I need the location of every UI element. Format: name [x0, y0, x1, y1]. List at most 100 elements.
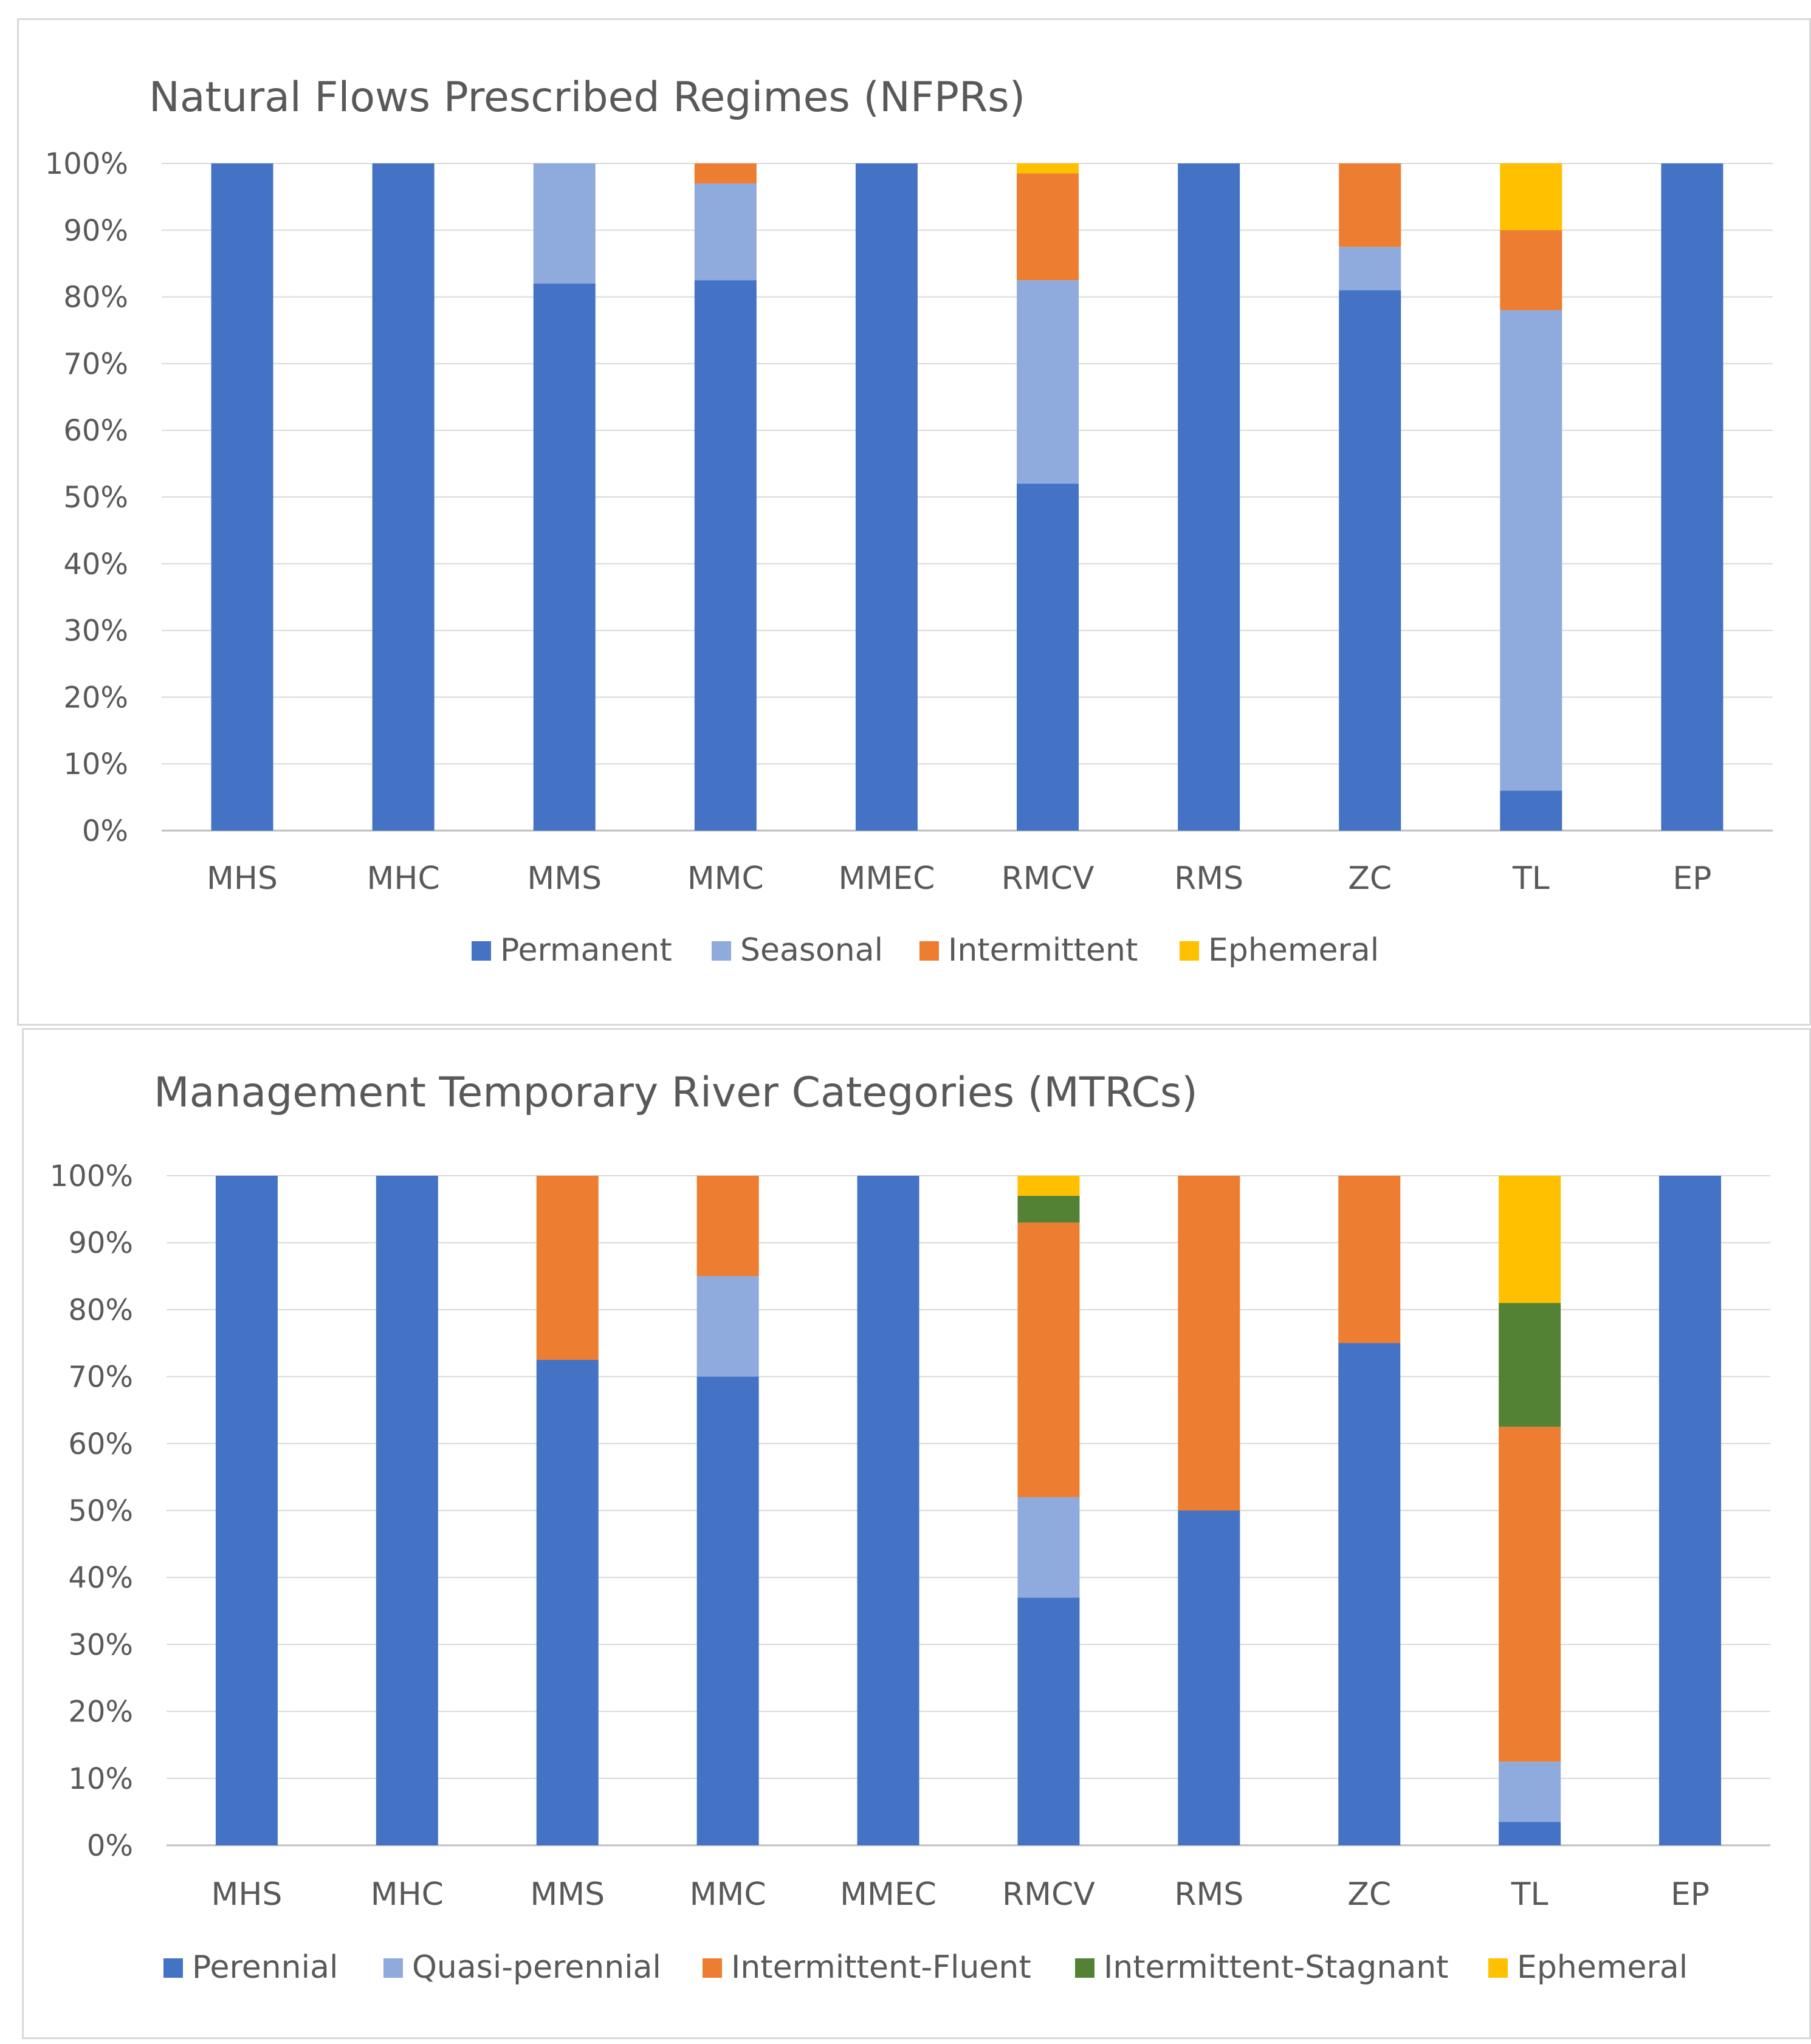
- y-tick-label: 40%: [63, 547, 128, 581]
- legend-label: Intermittent-Fluent: [731, 1949, 1031, 1986]
- legend-swatch: [1488, 1958, 1508, 1978]
- x-category-label: MMEC: [838, 860, 935, 897]
- nfpr-chart: Natural Flows Prescribed Regimes (NFPRs)…: [45, 74, 1773, 969]
- nfpr-chart-panel: Natural Flows Prescribed Regimes (NFPRs)…: [17, 18, 1811, 1026]
- bar-segment: [376, 1176, 438, 1845]
- mtrc-chart: Management Temporary River Categories (M…: [50, 1069, 1770, 1986]
- chart-title: Natural Flows Prescribed Regimes (NFPRs): [149, 74, 1025, 122]
- bar-segment: [694, 163, 757, 183]
- bar-segment: [1017, 1497, 1080, 1598]
- bar-segment: [1499, 1761, 1561, 1822]
- bar-segment: [1017, 1196, 1080, 1223]
- bar-segment: [1017, 280, 1079, 484]
- x-category-label: MHS: [211, 1876, 282, 1913]
- bar-segment: [211, 163, 273, 831]
- bar-segment: [855, 163, 918, 831]
- legend-label: Intermittent-Stagnant: [1104, 1949, 1449, 1986]
- x-category-label: ZC: [1347, 1876, 1391, 1913]
- bar-segment: [1499, 1822, 1561, 1845]
- x-category-label: RMCV: [1002, 1876, 1095, 1913]
- bar-segment: [1500, 163, 1562, 230]
- bar-segment: [696, 1176, 759, 1277]
- bar-segment: [1659, 1176, 1722, 1845]
- bar-segment: [1017, 163, 1079, 174]
- y-tick-label: 0%: [82, 814, 128, 848]
- bar-segment: [1338, 1176, 1401, 1343]
- y-tick-label: 70%: [68, 1360, 133, 1394]
- x-category-label: TL: [1511, 1876, 1548, 1913]
- bar-segment: [1017, 1223, 1080, 1497]
- legend-swatch: [1180, 941, 1199, 961]
- bar-segment: [536, 1176, 599, 1360]
- legend-label: Seasonal: [740, 932, 883, 969]
- legend-label: Ephemeral: [1517, 1949, 1688, 1986]
- bar-segment: [533, 163, 596, 284]
- bar-segment: [536, 1360, 599, 1845]
- bar-segment: [1178, 1511, 1240, 1845]
- mtrc-chart-panel: Management Temporary River Categories (M…: [22, 1028, 1811, 2039]
- bar-segment: [372, 163, 435, 831]
- legend-swatch: [703, 1958, 722, 1978]
- y-tick-label: 70%: [63, 347, 128, 381]
- legend-swatch: [1075, 1958, 1095, 1978]
- chart-title: Management Temporary River Categories (M…: [154, 1069, 1198, 1117]
- bar-segment: [215, 1176, 278, 1845]
- x-category-label: MHC: [367, 860, 440, 897]
- bar-segment: [696, 1276, 759, 1377]
- y-tick-label: 0%: [87, 1829, 133, 1863]
- x-category-label: ZC: [1348, 860, 1392, 897]
- x-category-label: RMS: [1174, 1876, 1243, 1913]
- legend-swatch: [472, 941, 491, 961]
- y-tick-label: 10%: [68, 1762, 133, 1796]
- bar-segment: [1017, 173, 1079, 281]
- x-category-label: MHC: [371, 1876, 444, 1913]
- bar-segment: [1178, 163, 1240, 831]
- legend-label: Perennial: [192, 1949, 338, 1986]
- x-category-label: MMS: [530, 1876, 605, 1913]
- x-category-label: MMS: [527, 860, 602, 897]
- legend-swatch: [712, 941, 731, 961]
- legend-swatch: [383, 1958, 403, 1978]
- x-category-label: RMCV: [1002, 860, 1095, 897]
- bar-segment: [1500, 310, 1562, 791]
- y-tick-label: 60%: [63, 414, 128, 448]
- y-tick-label: 30%: [68, 1628, 133, 1662]
- bar-segment: [1339, 163, 1401, 247]
- x-category-label: RMS: [1174, 860, 1243, 897]
- y-tick-label: 50%: [63, 481, 128, 515]
- bar-segment: [1499, 1427, 1561, 1762]
- bar-segment: [1500, 230, 1562, 310]
- y-tick-label: 20%: [63, 681, 128, 715]
- bar-segment: [694, 280, 757, 831]
- x-category-label: MMEC: [840, 1876, 936, 1913]
- legend-label: Permanent: [500, 932, 672, 969]
- bar-segment: [1017, 484, 1079, 831]
- y-tick-label: 50%: [68, 1494, 133, 1528]
- bar-segment: [1017, 1176, 1080, 1196]
- legend-label: Ephemeral: [1208, 932, 1379, 969]
- x-category-label: EP: [1671, 1876, 1710, 1913]
- y-tick-label: 80%: [68, 1293, 133, 1327]
- y-tick-label: 80%: [63, 281, 128, 315]
- y-tick-label: 30%: [63, 614, 128, 648]
- bar-segment: [1178, 1176, 1240, 1511]
- bar-segment: [1499, 1176, 1561, 1303]
- y-tick-label: 60%: [68, 1427, 133, 1461]
- bar-segment: [1017, 1597, 1080, 1845]
- y-tick-label: 40%: [68, 1561, 133, 1595]
- legend-label: Intermittent: [948, 932, 1138, 969]
- legend-label: Quasi-perennial: [412, 1949, 661, 1986]
- bar-segment: [1338, 1343, 1401, 1845]
- bar-segment: [533, 283, 596, 831]
- y-tick-label: 100%: [50, 1159, 133, 1193]
- bar-segment: [1499, 1303, 1561, 1427]
- bar-segment: [857, 1176, 919, 1845]
- bar-segment: [1339, 290, 1401, 831]
- x-category-label: MMC: [687, 860, 764, 897]
- y-tick-label: 100%: [45, 147, 128, 181]
- x-category-label: MMC: [690, 1876, 766, 1913]
- x-category-label: TL: [1512, 860, 1550, 897]
- y-tick-label: 90%: [68, 1226, 133, 1260]
- y-tick-label: 20%: [68, 1695, 133, 1729]
- y-tick-label: 10%: [63, 747, 128, 781]
